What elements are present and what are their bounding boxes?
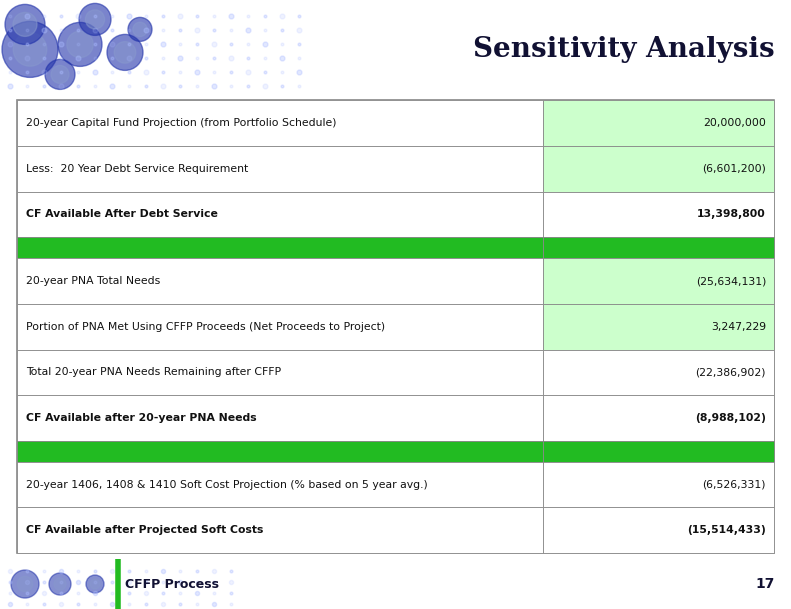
- Circle shape: [107, 34, 143, 71]
- Text: (6,526,331): (6,526,331): [702, 480, 766, 490]
- Bar: [17, 395, 543, 441]
- Text: (25,634,131): (25,634,131): [695, 276, 766, 286]
- Circle shape: [5, 4, 45, 44]
- Text: Sensitivity Analysis: Sensitivity Analysis: [473, 35, 775, 63]
- Circle shape: [2, 21, 58, 77]
- Circle shape: [11, 570, 39, 598]
- Bar: [17, 441, 543, 462]
- Bar: [543, 462, 774, 507]
- Bar: [17, 192, 543, 238]
- Bar: [17, 100, 543, 146]
- Bar: [543, 395, 774, 441]
- Bar: [543, 258, 774, 304]
- Circle shape: [13, 12, 37, 37]
- Bar: [17, 258, 543, 304]
- Text: CF Available after Projected Soft Costs: CF Available after Projected Soft Costs: [26, 525, 264, 535]
- Text: (8,988,102): (8,988,102): [695, 413, 766, 423]
- Circle shape: [133, 22, 147, 37]
- Circle shape: [128, 18, 152, 41]
- Text: CFFP Process: CFFP Process: [125, 577, 219, 591]
- Bar: [543, 507, 774, 553]
- Bar: [543, 192, 774, 238]
- Circle shape: [58, 23, 102, 66]
- Bar: [17, 238, 543, 258]
- Text: 20-year 1406, 1408 & 1410 Soft Cost Projection (% based on 5 year avg.): 20-year 1406, 1408 & 1410 Soft Cost Proj…: [26, 480, 428, 490]
- Text: CF Available After Debt Service: CF Available After Debt Service: [26, 209, 218, 219]
- Circle shape: [51, 65, 69, 83]
- Text: 3,247,229: 3,247,229: [711, 322, 766, 332]
- Text: (22,386,902): (22,386,902): [695, 367, 766, 378]
- Circle shape: [13, 33, 47, 66]
- Circle shape: [45, 60, 75, 90]
- Text: (6,601,200): (6,601,200): [702, 164, 766, 174]
- Text: (15,514,433): (15,514,433): [687, 525, 766, 535]
- Bar: [543, 146, 774, 192]
- Text: Portion of PNA Met Using CFFP Proceeds (Net Proceeds to Project): Portion of PNA Met Using CFFP Proceeds (…: [26, 322, 385, 332]
- Bar: [543, 441, 774, 462]
- Circle shape: [79, 4, 111, 35]
- Bar: [17, 304, 543, 350]
- Bar: [543, 238, 774, 258]
- Circle shape: [90, 579, 100, 589]
- Bar: [543, 100, 774, 146]
- Bar: [543, 350, 774, 395]
- Circle shape: [85, 10, 104, 29]
- Bar: [17, 146, 543, 192]
- Text: CF Available after 20-year PNA Needs: CF Available after 20-year PNA Needs: [26, 413, 257, 423]
- Text: 17: 17: [755, 577, 775, 591]
- Text: 13,398,800: 13,398,800: [698, 209, 766, 219]
- Circle shape: [49, 573, 71, 595]
- Circle shape: [114, 41, 136, 63]
- Circle shape: [17, 576, 32, 592]
- Text: Less:  20 Year Debt Service Requirement: Less: 20 Year Debt Service Requirement: [26, 164, 248, 174]
- Circle shape: [66, 31, 93, 58]
- Bar: [17, 350, 543, 395]
- Bar: [17, 507, 543, 553]
- Text: 20-year PNA Total Needs: 20-year PNA Total Needs: [26, 276, 161, 286]
- Text: Total 20-year PNA Needs Remaining after CFFP: Total 20-year PNA Needs Remaining after …: [26, 367, 282, 378]
- Bar: [543, 304, 774, 350]
- Text: 20,000,000: 20,000,000: [703, 118, 766, 128]
- Circle shape: [54, 578, 66, 590]
- Circle shape: [86, 575, 104, 593]
- Text: 20-year Capital Fund Projection (from Portfolio Schedule): 20-year Capital Fund Projection (from Po…: [26, 118, 337, 128]
- Bar: [17, 462, 543, 507]
